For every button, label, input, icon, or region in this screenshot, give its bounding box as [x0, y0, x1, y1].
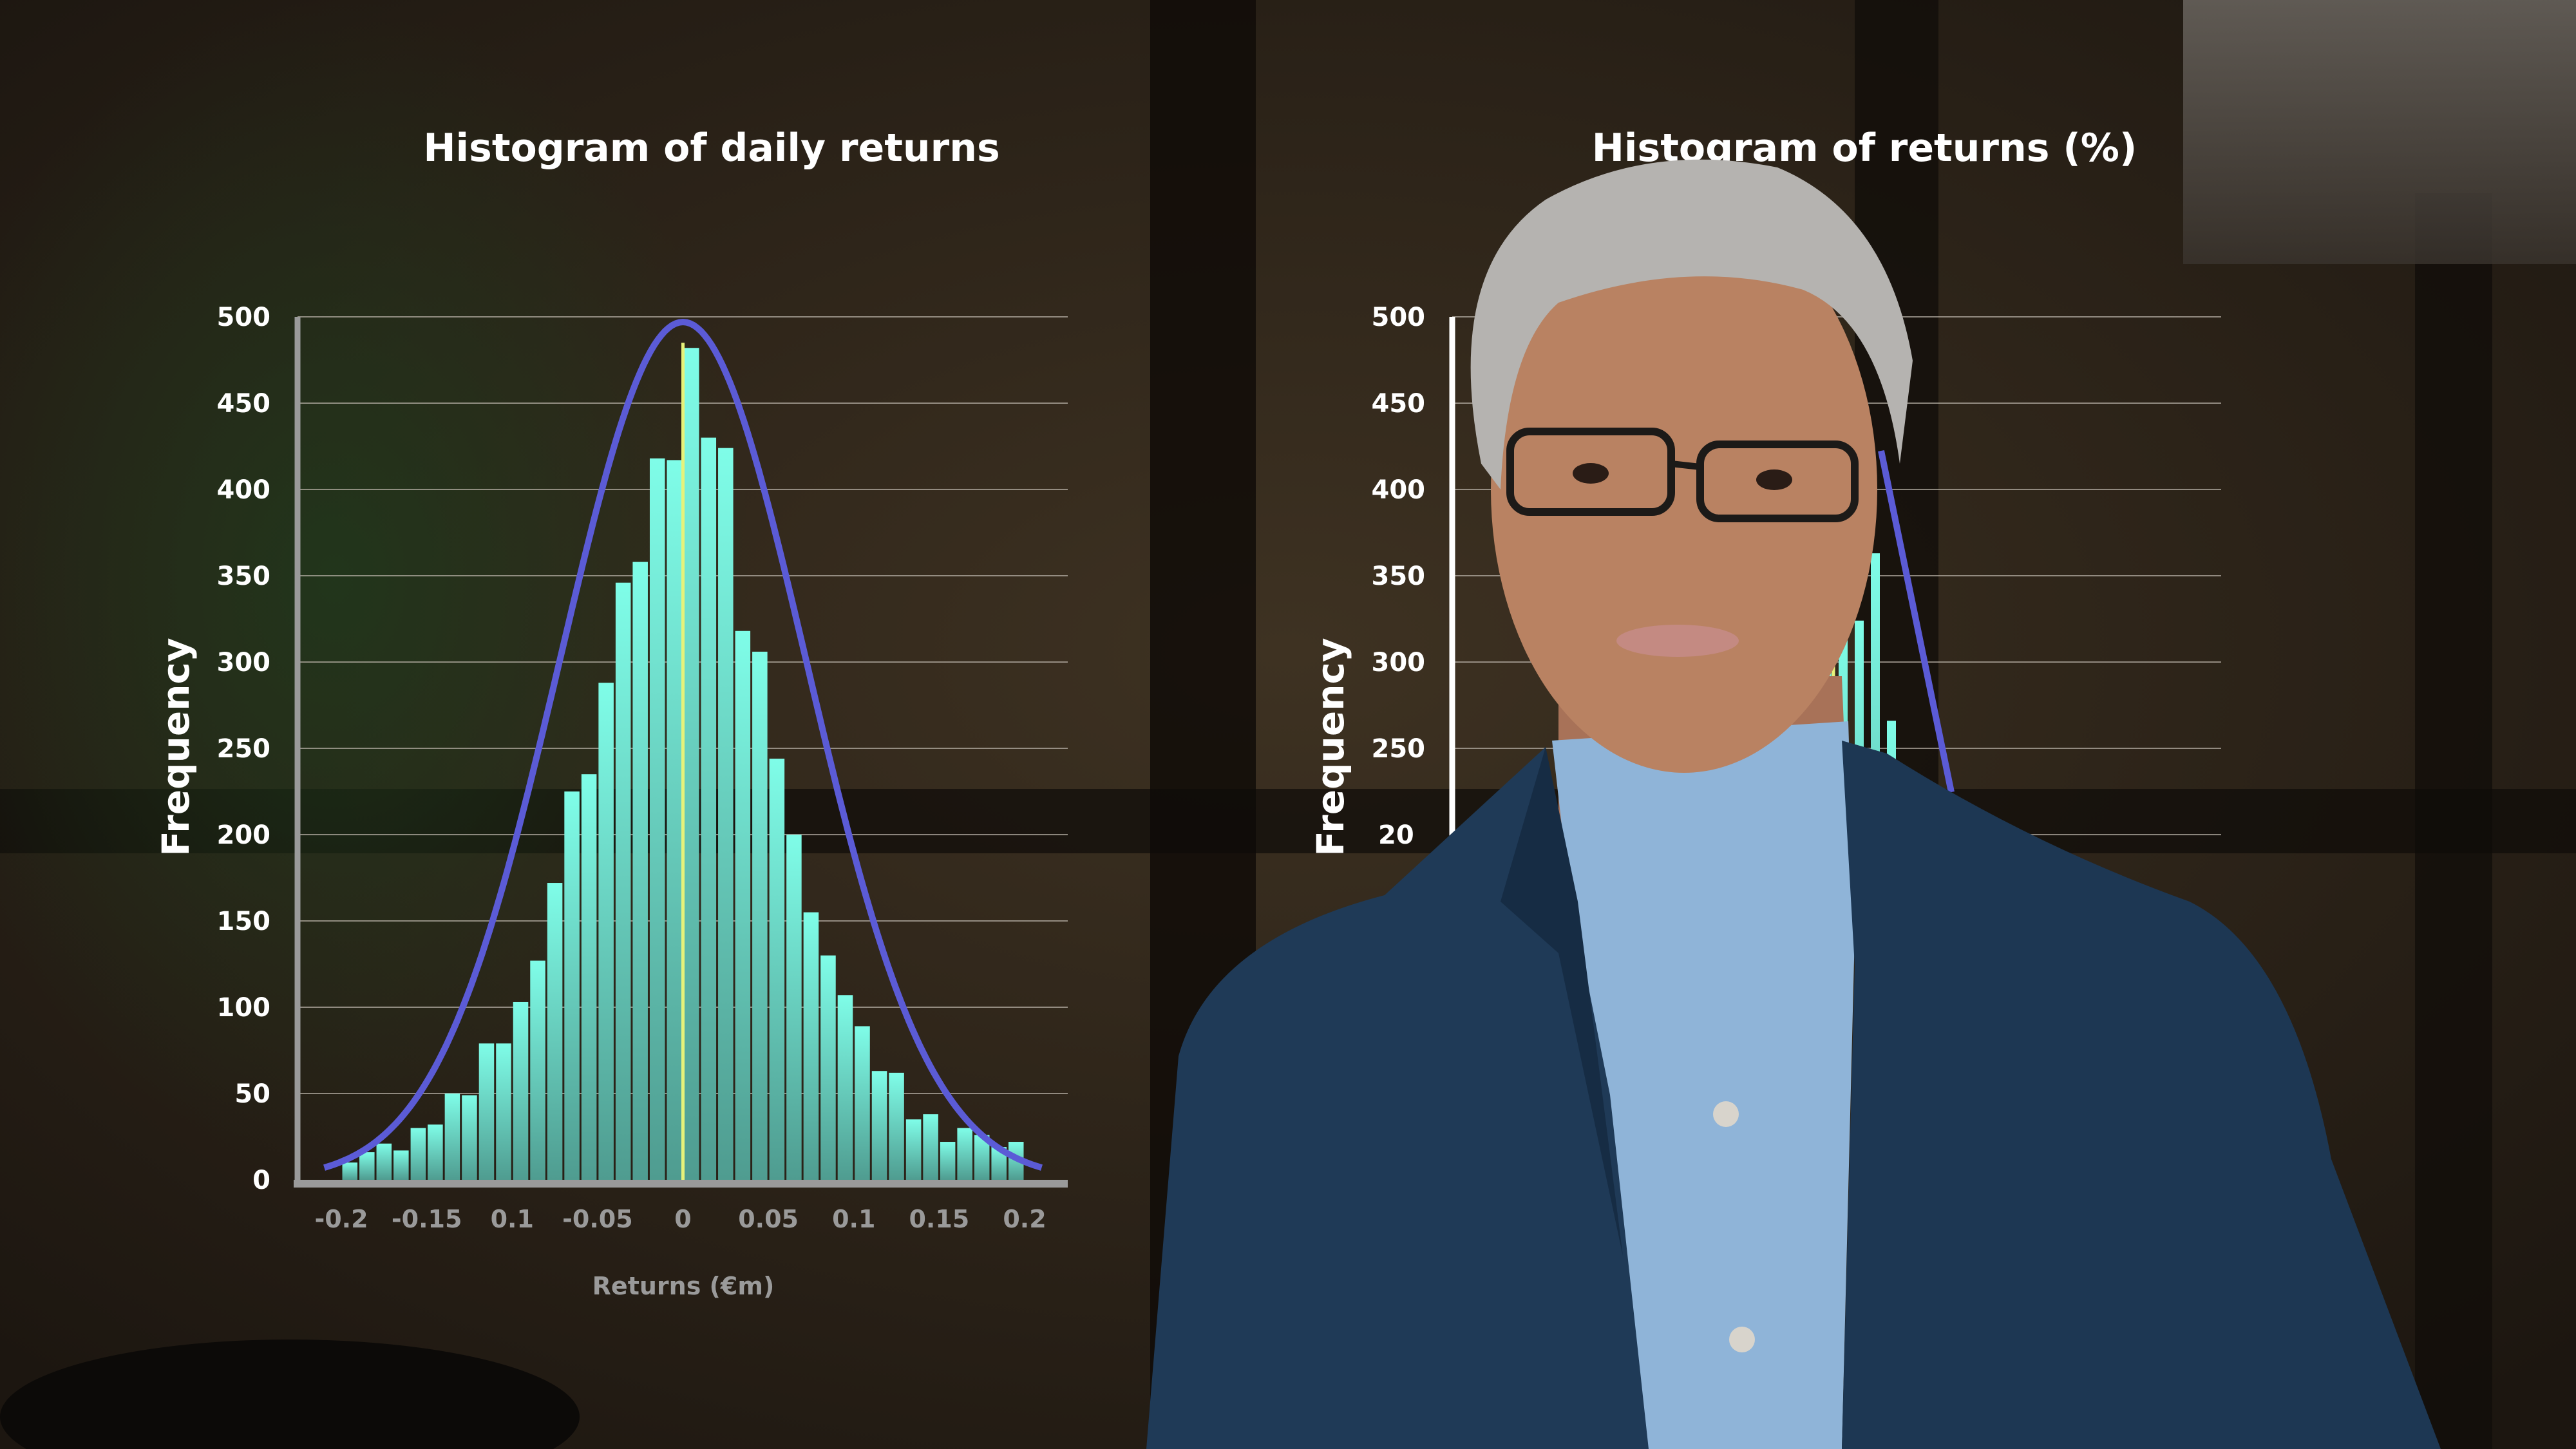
normal-curve: [1878, 450, 1955, 793]
chart-title-daily-returns: Histogram of daily returns: [423, 126, 1000, 171]
y-tick-label: 250: [1372, 734, 1426, 764]
histogram-bar: [769, 759, 785, 1180]
y-tick-label: 150: [217, 907, 271, 936]
x-tick-label: 0: [674, 1205, 691, 1233]
histogram-bar: [530, 960, 545, 1180]
presenter-glasses-right-lens: [1696, 440, 1859, 522]
y-tick-label: 300: [1372, 648, 1426, 677]
x-tick-label: 0.1: [832, 1205, 875, 1233]
y-tick-label: 400: [217, 475, 271, 505]
histogram-bar: [701, 437, 717, 1180]
histogram-bar: [718, 448, 734, 1180]
x-tick-label: 0.2: [1003, 1205, 1046, 1233]
histogram-bar: [905, 1119, 922, 1180]
histogram-bar: [496, 1043, 511, 1180]
histogram-bar: [837, 995, 853, 1180]
y-tick-label: 500: [1372, 303, 1426, 332]
y-tick-label: 500: [217, 303, 271, 332]
x-tick-label: 0.15: [909, 1205, 969, 1233]
y-tick-label: 100: [217, 993, 271, 1023]
histogram-bar: [444, 1094, 460, 1180]
histogram-bar: [376, 1143, 392, 1180]
histogram-bar: [786, 835, 802, 1180]
histogram-bar: [615, 582, 631, 1180]
y-tick-label: 0: [252, 1166, 270, 1195]
x-tick-label: -0.2: [314, 1205, 368, 1233]
normal-curve: [323, 318, 1043, 1171]
histogram-bar: [889, 1072, 904, 1180]
histogram-bar: [820, 955, 836, 1180]
histogram-bar: [649, 458, 665, 1180]
histogram-bar: [581, 774, 597, 1180]
histogram-bar: [428, 1124, 443, 1180]
histogram-bar: [393, 1150, 409, 1180]
presenter-lapel: [1501, 747, 1623, 1256]
x-tick-label: 0.1: [491, 1205, 534, 1233]
x-axis-label: Returns (€m): [592, 1272, 775, 1300]
presenter-hair: [1470, 159, 1913, 489]
histogram-bar: [598, 683, 614, 1180]
presenter-blazer-right: [1842, 741, 2441, 1449]
y-tick-label: 350: [1372, 562, 1426, 591]
presenter-blazer-left: [1146, 747, 1649, 1449]
y-tick-label: 450: [1372, 389, 1426, 419]
histogram-bar: [359, 1152, 375, 1180]
histogram-bar: [752, 651, 768, 1180]
y-tick-label-partial: 20: [1378, 820, 1414, 850]
histogram-bar: [803, 912, 819, 1180]
x-tick-label: 0.05: [738, 1205, 799, 1233]
histogram-bar: [410, 1128, 426, 1180]
histogram-bar: [957, 1128, 972, 1180]
presenter-face: [1491, 206, 1877, 773]
histogram-bar: [974, 1135, 990, 1180]
y-tick-label: 450: [217, 389, 271, 419]
histogram-bar: [684, 348, 699, 1180]
x-tick-label: -0.05: [562, 1205, 633, 1233]
histogram-bar: [632, 562, 648, 1180]
y-tick-label: 400: [1372, 475, 1426, 505]
histogram-bar: [462, 1095, 477, 1180]
histogram-bar: [735, 630, 751, 1180]
histogram-bar: [342, 1162, 358, 1180]
y-tick-label: 350: [217, 562, 271, 591]
y-tick-label: 300: [217, 648, 271, 677]
y-tick-label: 50: [234, 1079, 270, 1109]
histogram-bar: [478, 1043, 495, 1180]
presenter-mouth: [1616, 625, 1739, 657]
histogram-bar: [513, 1001, 529, 1180]
x-tick-label: -0.15: [392, 1205, 462, 1233]
y-tick-label: 200: [217, 820, 271, 850]
presenter-glasses-left-lens: [1506, 428, 1675, 516]
histogram-bar: [855, 1026, 870, 1180]
histogram-bar: [564, 791, 580, 1180]
y-tick-label: 250: [217, 734, 271, 764]
histogram-bar: [547, 883, 563, 1180]
histogram-bar: [923, 1114, 938, 1180]
histogram-bar: [991, 1147, 1007, 1180]
histogram-bar: [871, 1071, 887, 1180]
histogram-bar: [940, 1142, 956, 1180]
histogram-bar: [667, 460, 682, 1180]
